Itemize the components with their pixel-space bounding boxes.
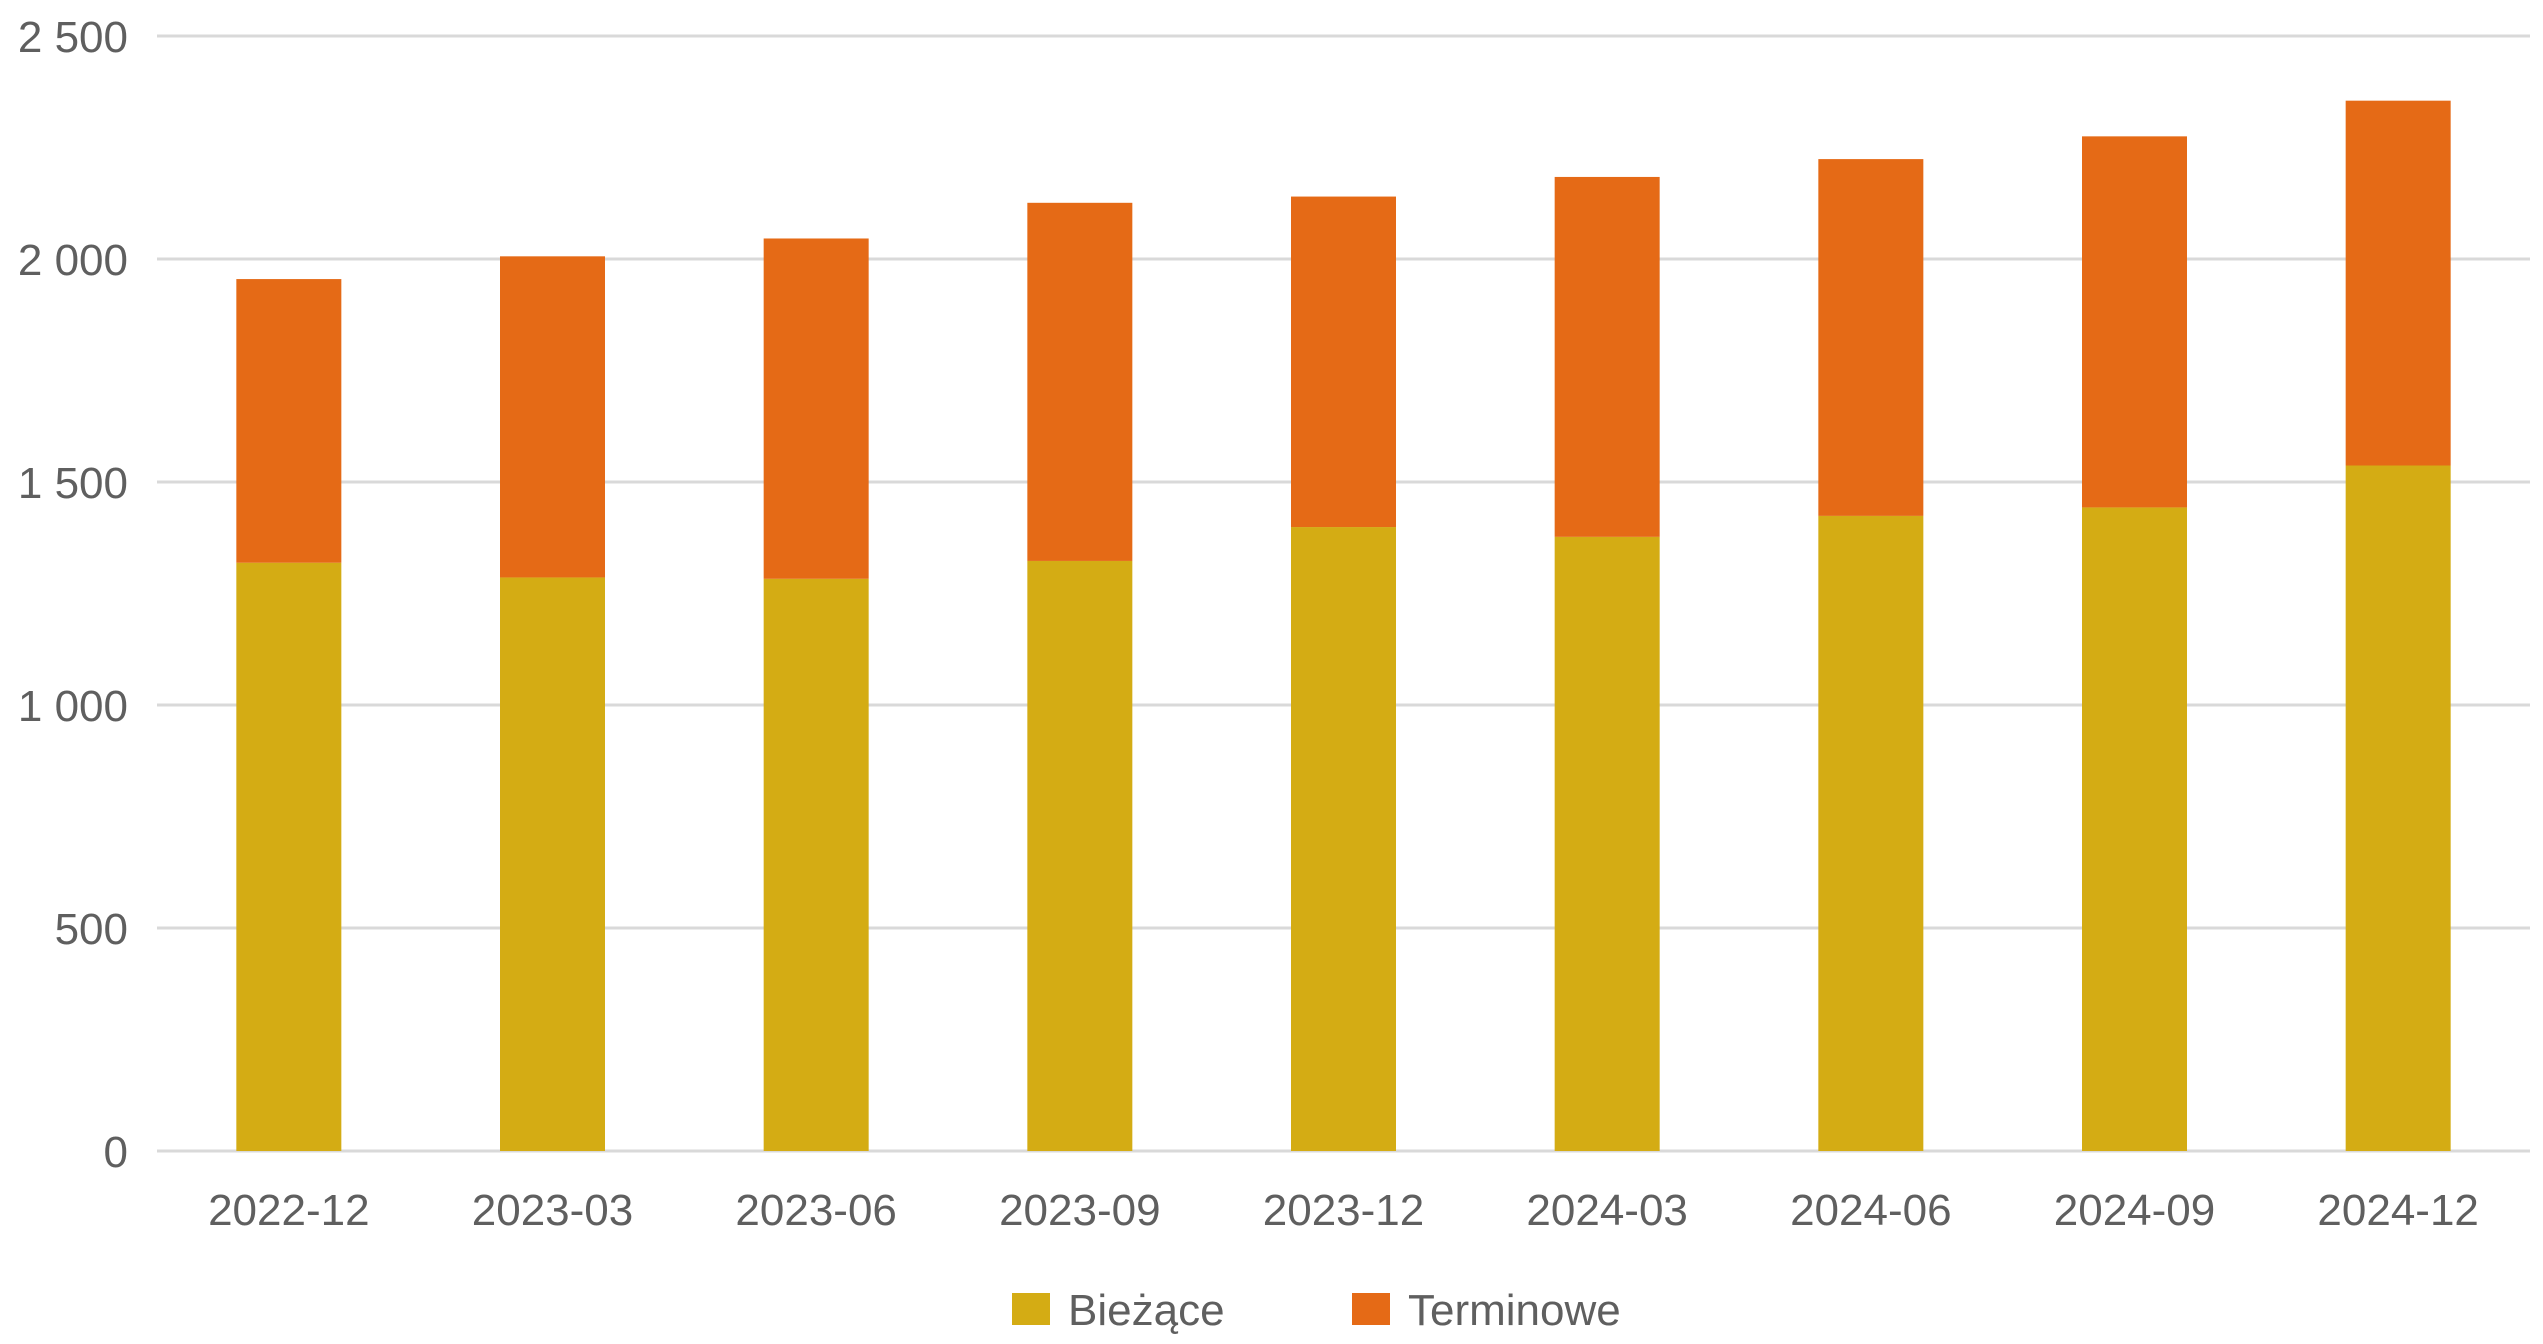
bar-terminowe — [763, 238, 869, 579]
x-tick-label: 2024-09 — [2054, 1186, 2215, 1235]
bar-terminowe — [1291, 196, 1396, 528]
legend: Bieżące Terminowe — [1012, 1286, 1621, 1335]
bar-biezace — [1554, 536, 1660, 1151]
bar-terminowe — [500, 256, 605, 578]
x-axis-ticks: 2022-12 2023-03 2023-06 2023-09 2023-12 2024-… — [208, 1186, 2479, 1235]
y-tick-label: 500 — [55, 905, 128, 954]
bar-terminowe — [1027, 202, 1133, 561]
y-tick-label: 0 — [104, 1128, 128, 1177]
bar-biezace — [1291, 527, 1396, 1151]
legend-swatch — [1352, 1293, 1390, 1325]
x-tick-label: 2022-12 — [208, 1186, 369, 1235]
x-tick-label: 2023-06 — [735, 1186, 896, 1235]
y-axis-ticks: 0 500 1 000 1 500 2 000 2 500 — [18, 13, 128, 1177]
bar-biezace — [2082, 507, 2187, 1151]
bar-biezace — [763, 578, 869, 1151]
x-tick-label: 2024-03 — [1526, 1186, 1687, 1235]
legend-swatch — [1012, 1293, 1050, 1325]
x-tick-label: 2024-06 — [1790, 1186, 1951, 1235]
x-tick-label: 2023-09 — [999, 1186, 1160, 1235]
bar-terminowe — [1554, 176, 1660, 537]
x-tick-label: 2023-03 — [472, 1186, 633, 1235]
bar-terminowe — [2082, 136, 2187, 508]
x-tick-label: 2023-12 — [1263, 1186, 1424, 1235]
bar-terminowe — [2345, 100, 2451, 466]
x-tick-label: 2024-12 — [2317, 1186, 2478, 1235]
legend-label: Terminowe — [1408, 1286, 1621, 1335]
bars — [236, 100, 2451, 1151]
y-tick-label: 1 000 — [18, 682, 128, 731]
y-tick-label: 1 500 — [18, 459, 128, 508]
bar-biezace — [1027, 560, 1133, 1151]
bar-terminowe — [1818, 159, 1924, 516]
y-tick-label: 2 000 — [18, 236, 128, 285]
bar-terminowe — [236, 279, 342, 563]
bar-biezace — [2345, 465, 2451, 1151]
bar-biezace — [1818, 515, 1924, 1151]
y-tick-label: 2 500 — [18, 13, 128, 62]
bar-biezace — [500, 577, 605, 1151]
legend-label: Bieżące — [1068, 1286, 1225, 1335]
bar-biezace — [236, 562, 342, 1151]
